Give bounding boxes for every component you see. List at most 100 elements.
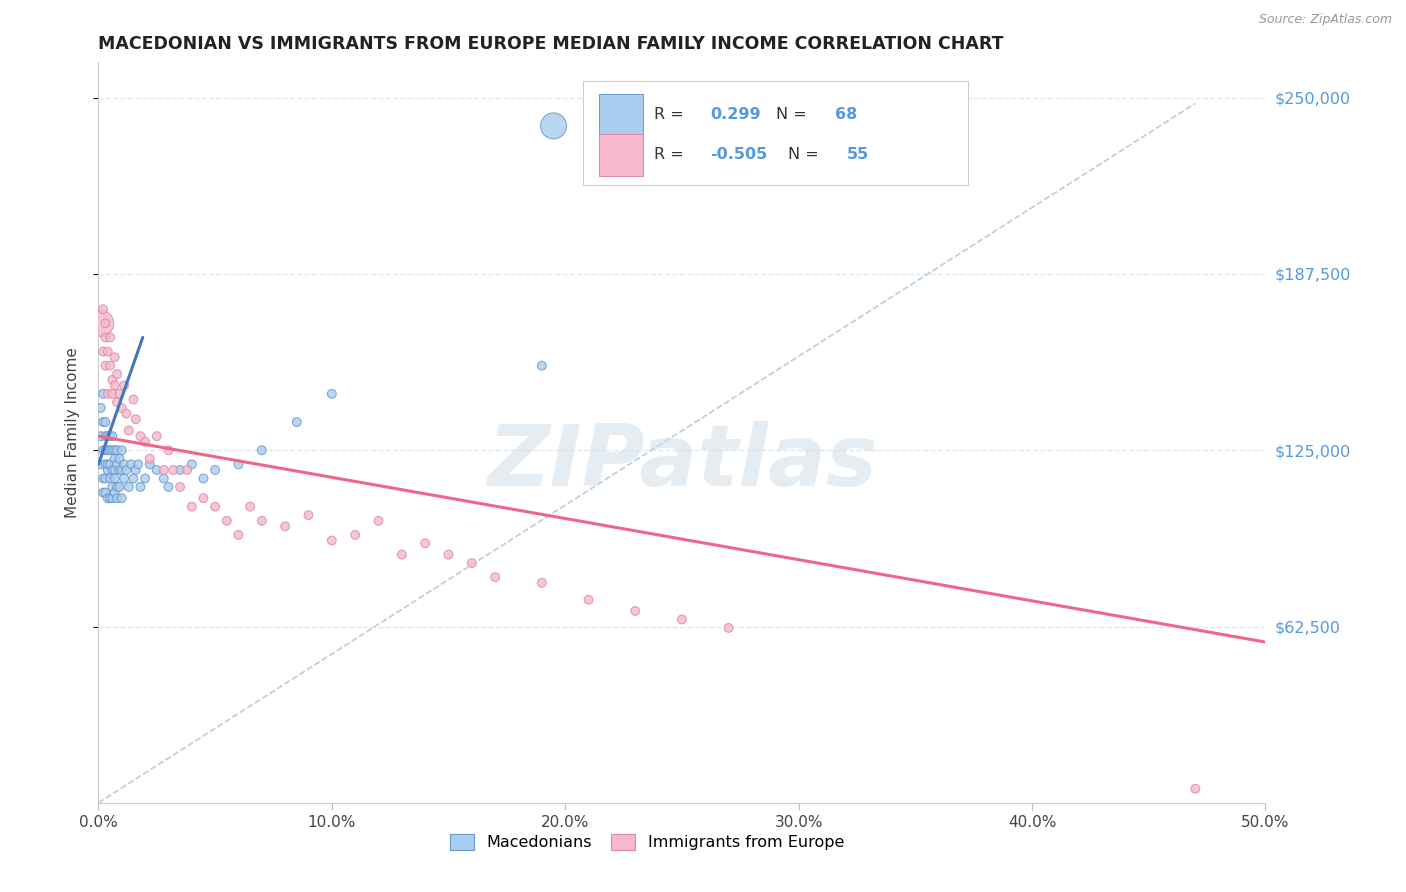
- Text: MACEDONIAN VS IMMIGRANTS FROM EUROPE MEDIAN FAMILY INCOME CORRELATION CHART: MACEDONIAN VS IMMIGRANTS FROM EUROPE MED…: [98, 35, 1004, 53]
- Point: [578, 592, 600, 607]
- Point: [105, 491, 128, 506]
- Point: [105, 480, 128, 494]
- Point: [122, 471, 145, 485]
- Point: [204, 500, 226, 514]
- Point: [91, 443, 114, 458]
- Point: [101, 429, 124, 443]
- Text: 0.299: 0.299: [710, 107, 761, 122]
- Point: [112, 378, 135, 392]
- Point: [94, 415, 117, 429]
- Point: [228, 458, 250, 472]
- Point: [169, 480, 191, 494]
- Point: [157, 443, 180, 458]
- Point: [297, 508, 319, 522]
- Point: [193, 471, 215, 485]
- Point: [344, 528, 367, 542]
- Point: [139, 458, 162, 472]
- Point: [104, 471, 127, 485]
- Point: [101, 491, 124, 506]
- Point: [91, 387, 114, 401]
- Point: [90, 316, 112, 330]
- FancyBboxPatch shape: [599, 135, 644, 176]
- Point: [94, 485, 117, 500]
- Point: [115, 463, 138, 477]
- Point: [97, 387, 120, 401]
- Point: [108, 463, 131, 477]
- Text: N =: N =: [776, 107, 813, 122]
- Point: [91, 302, 114, 317]
- Point: [671, 612, 693, 626]
- Point: [146, 463, 169, 477]
- Point: [530, 359, 553, 373]
- Point: [437, 548, 460, 562]
- Point: [98, 458, 121, 472]
- Text: N =: N =: [789, 147, 824, 162]
- Point: [94, 316, 117, 330]
- Point: [111, 491, 134, 506]
- Point: [97, 458, 120, 472]
- Point: [94, 359, 117, 373]
- Point: [104, 350, 127, 364]
- Point: [104, 485, 127, 500]
- Point: [98, 491, 121, 506]
- Point: [112, 471, 135, 485]
- Point: [180, 500, 202, 514]
- Point: [91, 415, 114, 429]
- Point: [176, 463, 198, 477]
- Point: [91, 471, 114, 485]
- Point: [90, 458, 112, 472]
- Point: [146, 429, 169, 443]
- Point: [108, 387, 131, 401]
- Point: [413, 536, 436, 550]
- Point: [250, 443, 273, 458]
- Text: 68: 68: [835, 107, 858, 122]
- Point: [120, 458, 142, 472]
- Point: [101, 443, 124, 458]
- Point: [108, 451, 131, 466]
- Point: [152, 463, 174, 477]
- Point: [118, 480, 141, 494]
- Point: [204, 463, 226, 477]
- Point: [530, 575, 553, 590]
- Point: [94, 429, 117, 443]
- Point: [285, 415, 308, 429]
- Point: [98, 429, 121, 443]
- Point: [157, 480, 180, 494]
- Point: [94, 471, 117, 485]
- Point: [104, 451, 127, 466]
- Point: [239, 500, 262, 514]
- Point: [97, 344, 120, 359]
- Point: [105, 395, 128, 409]
- Point: [122, 392, 145, 407]
- Point: [125, 463, 148, 477]
- Point: [91, 344, 114, 359]
- Text: 55: 55: [846, 147, 869, 162]
- Point: [111, 443, 134, 458]
- Point: [115, 407, 138, 421]
- Point: [105, 443, 128, 458]
- Point: [193, 491, 215, 506]
- Point: [97, 443, 120, 458]
- Point: [367, 514, 389, 528]
- Point: [98, 359, 121, 373]
- Point: [94, 458, 117, 472]
- Text: R =: R =: [654, 107, 689, 122]
- Point: [98, 443, 121, 458]
- Point: [97, 429, 120, 443]
- Text: Source: ZipAtlas.com: Source: ZipAtlas.com: [1258, 13, 1392, 27]
- Point: [108, 480, 131, 494]
- Point: [391, 548, 413, 562]
- Point: [105, 367, 128, 381]
- Point: [101, 463, 124, 477]
- Point: [98, 471, 121, 485]
- Point: [717, 621, 740, 635]
- Point: [228, 528, 250, 542]
- Point: [104, 378, 127, 392]
- Point: [125, 412, 148, 426]
- Point: [101, 373, 124, 387]
- Point: [1184, 781, 1206, 796]
- Point: [91, 485, 114, 500]
- Point: [105, 458, 128, 472]
- Point: [484, 570, 506, 584]
- Point: [127, 458, 149, 472]
